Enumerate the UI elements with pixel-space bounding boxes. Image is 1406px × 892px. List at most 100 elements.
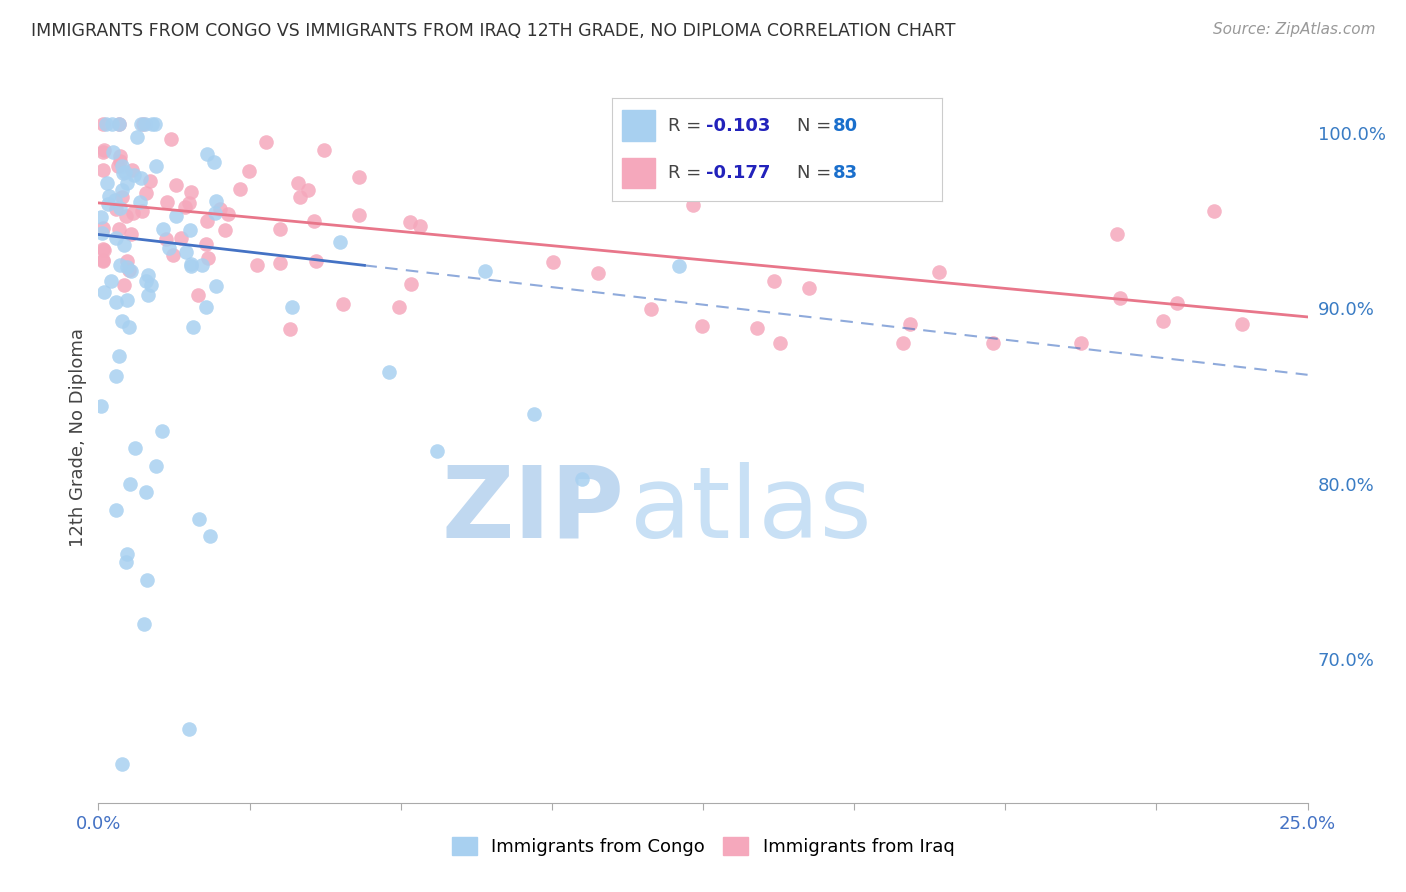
Legend: Immigrants from Congo, Immigrants from Iraq: Immigrants from Congo, Immigrants from I…	[444, 830, 962, 863]
Point	[115, 176, 138, 190]
Point	[214, 223, 236, 237]
Point	[105, 294, 128, 309]
Point	[668, 259, 690, 273]
Text: R =: R =	[668, 164, 707, 182]
Point	[426, 443, 449, 458]
Point	[157, 241, 180, 255]
Point	[155, 194, 177, 209]
Point	[93, 144, 115, 158]
Point	[304, 253, 326, 268]
Point	[278, 322, 301, 336]
Point	[586, 266, 609, 280]
Point	[898, 318, 921, 332]
Point	[97, 188, 120, 202]
Text: ZIP: ZIP	[441, 462, 624, 558]
Point	[122, 169, 145, 183]
Point	[115, 254, 138, 268]
Point	[108, 201, 131, 215]
Y-axis label: 12th Grade, No Diploma: 12th Grade, No Diploma	[69, 327, 87, 547]
Point	[111, 166, 134, 180]
Point	[398, 215, 420, 229]
Point	[409, 219, 432, 234]
Point	[187, 287, 209, 301]
Point	[523, 407, 546, 421]
Point	[195, 147, 218, 161]
Point	[136, 573, 159, 587]
Point	[981, 336, 1004, 351]
Point	[159, 131, 181, 145]
Point	[165, 178, 187, 192]
Point	[377, 365, 399, 379]
Point	[388, 300, 411, 314]
Point	[108, 149, 131, 163]
Point	[111, 190, 134, 204]
Text: 83: 83	[832, 164, 858, 182]
Point	[114, 556, 136, 570]
Point	[124, 442, 146, 456]
Point	[115, 293, 138, 308]
Point	[108, 117, 131, 131]
Point	[254, 135, 277, 149]
Point	[135, 275, 157, 289]
Point	[180, 257, 202, 271]
Point	[136, 268, 159, 282]
Point	[120, 476, 142, 491]
Point	[101, 145, 124, 160]
Point	[118, 263, 141, 277]
Text: R =: R =	[668, 117, 707, 135]
Point	[197, 251, 219, 265]
Point	[797, 281, 820, 295]
Point	[745, 321, 768, 335]
Point	[1202, 204, 1225, 219]
Point	[181, 320, 204, 334]
Point	[204, 154, 226, 169]
Point	[90, 210, 112, 224]
Point	[91, 242, 114, 256]
Point	[122, 206, 145, 220]
Point	[108, 222, 131, 236]
Text: IMMIGRANTS FROM CONGO VS IMMIGRANTS FROM IRAQ 12TH GRADE, NO DIPLOMA CORRELATION: IMMIGRANTS FROM CONGO VS IMMIGRANTS FROM…	[31, 22, 956, 40]
Point	[155, 232, 177, 246]
Point	[107, 159, 129, 173]
Point	[474, 264, 496, 278]
Point	[105, 231, 128, 245]
Text: Source: ZipAtlas.com: Source: ZipAtlas.com	[1212, 22, 1375, 37]
Point	[111, 313, 134, 327]
Point	[195, 214, 218, 228]
Bar	[621, 111, 655, 141]
Point	[281, 300, 304, 314]
Point	[114, 165, 136, 179]
Point	[108, 258, 131, 272]
Point	[120, 264, 142, 278]
Point	[682, 197, 704, 211]
Point	[297, 183, 319, 197]
Point	[127, 130, 149, 145]
Point	[134, 117, 156, 131]
Point	[91, 145, 114, 159]
Point	[105, 368, 128, 383]
Point	[139, 174, 162, 188]
Point	[198, 529, 221, 543]
Point	[194, 236, 217, 251]
Point	[269, 256, 291, 270]
Point	[143, 117, 166, 131]
Point	[139, 277, 162, 292]
Point	[136, 288, 159, 302]
Point	[246, 259, 269, 273]
Point	[129, 117, 152, 131]
Point	[769, 336, 792, 351]
Point	[314, 144, 336, 158]
Point	[94, 117, 117, 131]
Point	[107, 117, 129, 131]
Point	[93, 243, 115, 257]
Point	[120, 227, 142, 242]
Point	[115, 260, 138, 274]
Point	[195, 300, 218, 314]
Point	[640, 301, 662, 316]
Point	[179, 223, 201, 237]
Point	[96, 176, 118, 190]
Point	[1166, 296, 1188, 310]
Point	[152, 222, 174, 236]
Point	[115, 209, 138, 223]
Point	[1152, 314, 1174, 328]
